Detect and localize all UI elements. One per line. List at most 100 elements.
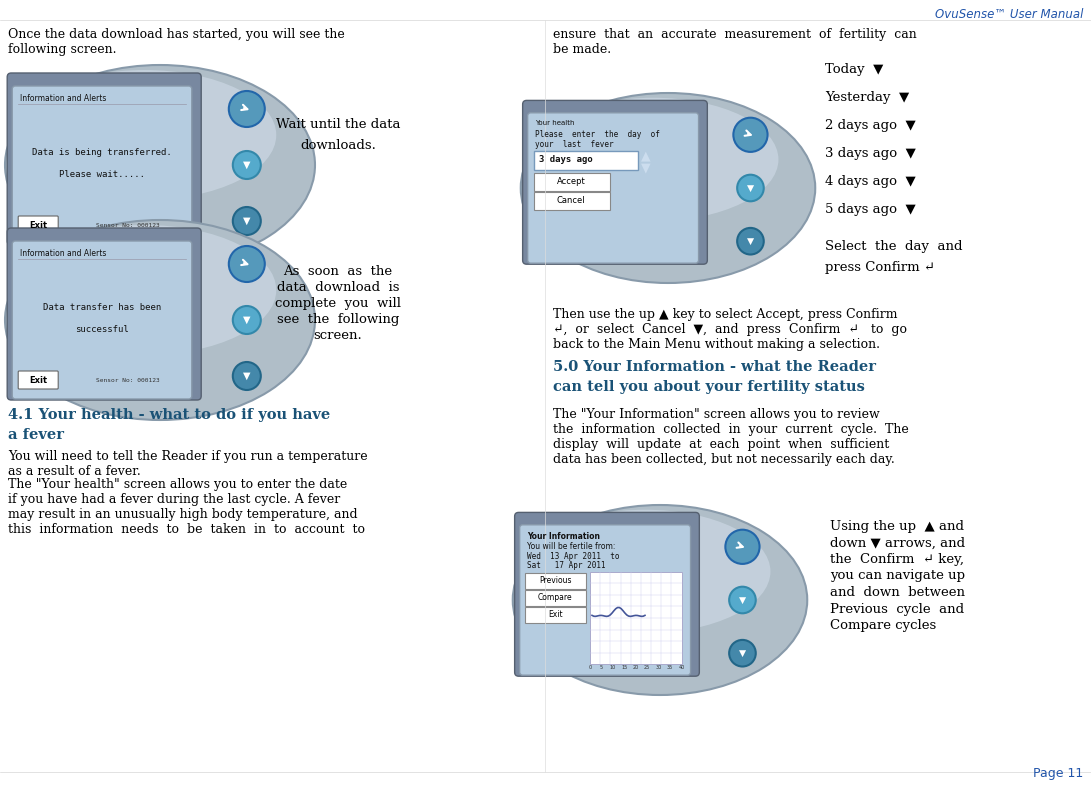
FancyBboxPatch shape (19, 216, 58, 234)
Text: 30: 30 (656, 665, 662, 671)
Text: Cancel: Cancel (556, 196, 585, 206)
Ellipse shape (232, 306, 261, 334)
FancyBboxPatch shape (523, 100, 707, 264)
Text: 4.1 Your health - what to do if you have
a fever: 4.1 Your health - what to do if you have… (8, 408, 331, 441)
Ellipse shape (520, 510, 770, 634)
FancyBboxPatch shape (525, 589, 586, 606)
Ellipse shape (5, 220, 315, 420)
Text: The "Your Information" screen allows you to review: The "Your Information" screen allows you… (553, 408, 879, 421)
Text: 5.0 Your Information - what the Reader
can tell you about your fertility status: 5.0 Your Information - what the Reader c… (553, 360, 876, 393)
Text: Today  ▼: Today ▼ (825, 63, 884, 76)
Ellipse shape (5, 65, 315, 265)
Text: ▼: ▼ (747, 184, 754, 192)
Text: 3 days ago: 3 days ago (539, 155, 592, 165)
Text: ▼: ▼ (739, 596, 746, 604)
FancyBboxPatch shape (533, 151, 638, 169)
Text: Your Information: Your Information (527, 532, 600, 541)
Text: 40: 40 (679, 665, 685, 671)
Text: 3 days ago  ▼: 3 days ago ▼ (825, 147, 915, 160)
Text: Data transfer has been: Data transfer has been (43, 303, 161, 312)
FancyBboxPatch shape (590, 572, 682, 664)
Ellipse shape (229, 91, 265, 127)
Text: Yesterday  ▼: Yesterday ▼ (825, 91, 909, 104)
Ellipse shape (229, 246, 265, 282)
Text: 15: 15 (621, 665, 627, 671)
Text: ▼: ▼ (243, 216, 251, 226)
Ellipse shape (232, 151, 261, 179)
Text: Sensor No: 000123: Sensor No: 000123 (96, 377, 160, 382)
Text: Compare: Compare (538, 593, 573, 602)
FancyBboxPatch shape (8, 73, 201, 245)
Text: OvuSense™ User Manual: OvuSense™ User Manual (935, 8, 1083, 21)
Text: Using the up  ▲ and: Using the up ▲ and (830, 520, 964, 533)
Text: Please  enter  the  day  of: Please enter the day of (535, 130, 660, 139)
Text: Your health: Your health (535, 120, 574, 126)
Text: see  the  following: see the following (277, 313, 399, 326)
Text: you can navigate up: you can navigate up (830, 570, 966, 582)
Text: if you have had a fever during the last cycle. A fever: if you have had a fever during the last … (8, 493, 340, 506)
Text: Exit: Exit (548, 610, 563, 619)
Text: Exit: Exit (29, 376, 47, 385)
Text: ▼: ▼ (243, 160, 251, 170)
Text: Once the data download has started, you will see the
following screen.: Once the data download has started, you … (8, 28, 345, 56)
Ellipse shape (528, 98, 779, 221)
Text: ↵,  or  select  Cancel  ▼,  and  press  Confirm  ↵   to  go: ↵, or select Cancel ▼, and press Confirm… (553, 323, 907, 336)
FancyBboxPatch shape (12, 241, 192, 399)
Text: 10: 10 (610, 665, 616, 671)
Ellipse shape (513, 505, 807, 695)
Ellipse shape (733, 117, 768, 152)
Text: Information and Alerts: Information and Alerts (21, 249, 107, 258)
Text: 25: 25 (644, 665, 650, 671)
Text: As  soon  as  the: As soon as the (284, 265, 393, 278)
FancyBboxPatch shape (19, 371, 58, 389)
Text: The "Your health" screen allows you to enter the date: The "Your health" screen allows you to e… (8, 478, 347, 491)
FancyBboxPatch shape (519, 525, 691, 675)
FancyBboxPatch shape (8, 228, 201, 400)
Text: your  last  fever: your last fever (535, 139, 613, 149)
Ellipse shape (13, 70, 276, 200)
Text: Accept: Accept (556, 177, 585, 186)
Ellipse shape (729, 640, 756, 667)
FancyBboxPatch shape (515, 512, 699, 676)
FancyBboxPatch shape (525, 573, 586, 589)
Text: ▼: ▼ (243, 371, 251, 381)
Text: Exit: Exit (29, 221, 47, 229)
Text: ▼: ▼ (747, 236, 754, 246)
Text: ▼: ▼ (739, 649, 746, 658)
Ellipse shape (729, 587, 756, 613)
Text: may result in an unusually high body temperature, and: may result in an unusually high body tem… (8, 508, 358, 521)
Text: Information and Alerts: Information and Alerts (21, 94, 107, 103)
Ellipse shape (738, 175, 764, 201)
FancyBboxPatch shape (12, 86, 192, 244)
Text: 20: 20 (633, 665, 639, 671)
Text: the  information  collected  in  your  current  cycle.  The: the information collected in your curren… (553, 423, 909, 436)
Ellipse shape (520, 93, 815, 283)
Text: data  download  is: data download is (277, 281, 399, 294)
Text: Wait until the data
downloads.: Wait until the data downloads. (276, 118, 400, 152)
Text: display  will  update  at  each  point  when  sufficient: display will update at each point when s… (553, 438, 889, 451)
Text: ensure  that  an  accurate  measurement  of  fertility  can
be made.: ensure that an accurate measurement of f… (553, 28, 916, 56)
Text: back to the Main Menu without making a selection.: back to the Main Menu without making a s… (553, 338, 880, 351)
Text: Select  the  day  and
press Confirm ↵: Select the day and press Confirm ↵ (825, 240, 962, 274)
Text: ▼: ▼ (642, 162, 651, 174)
FancyBboxPatch shape (533, 191, 610, 210)
Text: Wed  13 Apr 2011  to: Wed 13 Apr 2011 to (527, 552, 619, 561)
Text: complete  you  will: complete you will (275, 297, 401, 310)
Text: down ▼ arrows, and: down ▼ arrows, and (830, 537, 966, 549)
Text: 4 days ago  ▼: 4 days ago ▼ (825, 175, 915, 188)
Text: screen.: screen. (313, 329, 362, 342)
Text: 5 days ago  ▼: 5 days ago ▼ (825, 203, 915, 216)
FancyBboxPatch shape (528, 113, 698, 263)
Text: Page 11: Page 11 (1033, 767, 1083, 780)
Text: You will be fertile from:: You will be fertile from: (527, 542, 615, 551)
Text: Sensor No: 000123: Sensor No: 000123 (96, 222, 160, 228)
Text: Compare cycles: Compare cycles (830, 619, 936, 632)
Text: ▼: ▼ (243, 315, 251, 325)
Text: 35: 35 (667, 665, 673, 671)
FancyBboxPatch shape (525, 607, 586, 623)
Text: 0: 0 (588, 665, 591, 671)
Text: Previous: Previous (539, 576, 572, 585)
Text: 2 days ago  ▼: 2 days ago ▼ (825, 119, 915, 132)
Ellipse shape (13, 225, 276, 355)
Text: the  Confirm  ↵ key,: the Confirm ↵ key, (830, 553, 964, 566)
